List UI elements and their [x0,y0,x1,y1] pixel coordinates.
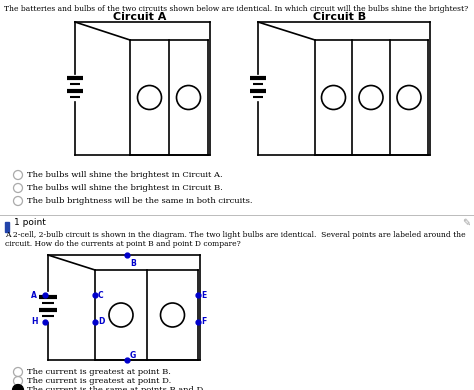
Text: The current is greatest at point B.: The current is greatest at point B. [27,368,171,376]
Bar [5,222,9,232]
Text: A: A [31,291,37,300]
Text: E: E [201,291,206,300]
Text: Circuit B: Circuit B [313,12,366,22]
Text: D: D [98,317,104,326]
Text: B: B [130,259,136,268]
Text: The current is greatest at point D.: The current is greatest at point D. [27,377,171,385]
Text: C: C [98,291,104,300]
Text: The bulbs will shine the brightest in Circuit A.: The bulbs will shine the brightest in Ci… [27,171,223,179]
Text: The current is the same at points B and D.: The current is the same at points B and … [27,386,206,390]
Text: G: G [130,351,136,360]
Text: The bulb brightness will be the same in both circuits.: The bulb brightness will be the same in … [27,197,253,205]
Text: F: F [201,317,206,326]
Circle shape [12,385,24,390]
Text: The batteries and bulbs of the two circuits shown below are identical. In which : The batteries and bulbs of the two circu… [4,5,468,13]
Text: ✎: ✎ [462,218,470,228]
Text: H: H [31,317,37,326]
Text: 1 point: 1 point [14,218,46,227]
Text: The bulbs will shine the brightest in Circuit B.: The bulbs will shine the brightest in Ci… [27,184,223,192]
Text: Circuit A: Circuit A [113,12,167,22]
Text: A 2-cell, 2-bulb circuit is shown in the diagram. The two light bulbs are identi: A 2-cell, 2-bulb circuit is shown in the… [5,231,465,248]
